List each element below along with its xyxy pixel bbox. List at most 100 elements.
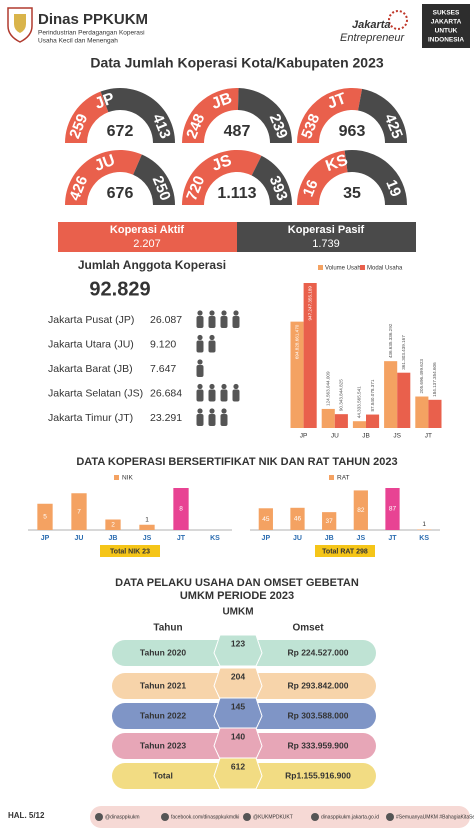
bar <box>321 408 335 428</box>
passive-box <box>237 222 416 252</box>
year-cell: Tahun 2022 <box>140 710 186 720</box>
slogan: JAKARTA <box>431 19 462 26</box>
legend-label: Modal Usaha <box>367 266 403 272</box>
value-label: 45 <box>262 516 270 523</box>
region-code: JB <box>209 90 234 113</box>
value-label: 361.303.439.167 <box>401 335 406 370</box>
cert-title: DATA KOPERASI BERSERTIFIKAT NIK DAN RAT … <box>76 456 397 468</box>
bar <box>384 361 398 428</box>
x-tick-label: KS <box>419 535 429 542</box>
legend-swatch <box>360 265 365 270</box>
x-tick-label: JB <box>362 433 370 440</box>
member-label: Jakarta Utara (JU) <box>48 338 134 350</box>
bar <box>290 507 305 530</box>
person-icon <box>209 383 215 390</box>
value-label: 1 <box>145 516 149 523</box>
value-label: 184.137.354.606 <box>432 362 437 397</box>
value-label: 87.840.078.371 <box>370 379 375 411</box>
umkm-title: UMKM PERIODE 2023 <box>180 590 294 602</box>
slogan: UNTUK <box>435 28 458 35</box>
region-code: JS <box>210 152 235 175</box>
x-tick-label: JT <box>425 433 432 440</box>
omset-cell: Rp 224.527.000 <box>288 647 349 657</box>
active-arc <box>297 87 363 143</box>
x-tick-label: JU <box>75 535 84 542</box>
member-label: Jakarta Pusat (JP) <box>48 314 134 326</box>
bar <box>173 488 189 530</box>
value-label: 87 <box>389 506 397 513</box>
value-label: 694.828.661.470 <box>294 324 299 359</box>
member-value: 23.291 <box>150 412 182 424</box>
total-value: 672 <box>107 123 134 140</box>
footer-link: @dinasppkukm <box>105 814 140 820</box>
bar <box>415 396 429 428</box>
omset-cell: Rp 303.588.000 <box>288 710 349 720</box>
legend-label: Volume Usaha <box>325 266 365 272</box>
value-label: 82 <box>357 507 365 514</box>
person-icon <box>220 316 228 328</box>
year-header: Tahun <box>153 623 182 634</box>
count-cell-text: 140 <box>231 731 245 741</box>
person-icon <box>209 408 215 414</box>
passive-arc <box>251 155 292 205</box>
total-label: Total RAT 298 <box>322 548 368 555</box>
count-cell-text: 204 <box>231 671 245 681</box>
omset-cell: Rp1.155.916.900 <box>285 770 351 780</box>
person-icon <box>196 365 204 377</box>
value-label: 46 <box>294 516 302 523</box>
active-value: 16 <box>300 177 322 199</box>
passive-arc <box>237 88 292 143</box>
legend-label: RAT <box>337 475 350 482</box>
bar <box>303 283 317 428</box>
person-icon <box>232 389 240 402</box>
bar <box>37 503 53 530</box>
active-arc <box>182 87 239 143</box>
slogan: INDONESIA <box>428 37 464 44</box>
bar <box>290 321 304 428</box>
footer-link: dinasppkukm.jakarta.go.id <box>321 814 379 820</box>
person-icon <box>233 383 239 390</box>
footer-link: #SemuanyaUMKM #BahagiaKitaSemua <box>396 814 474 820</box>
region-code: JP <box>93 90 118 113</box>
bar <box>428 399 442 428</box>
x-tick-label: JP <box>300 433 308 440</box>
org-sub: Usaha Kecil dan Menengah <box>38 38 118 45</box>
person-icon <box>220 389 228 402</box>
count-cell-text: 123 <box>231 638 245 648</box>
legend-label: NIK <box>122 475 134 482</box>
active-total: 2.207 <box>133 238 161 250</box>
org-sub: Perindustrian Perdagangan Koperasi <box>38 30 145 37</box>
active-label: Koperasi Aktif <box>110 224 185 236</box>
person-icon <box>197 383 203 390</box>
footer-icon <box>311 813 319 821</box>
person-icon <box>196 414 204 426</box>
total-value: 35 <box>343 185 361 202</box>
member-label: Jakarta Selatan (JS) <box>48 387 143 399</box>
active-arc <box>297 150 348 205</box>
org-name: Dinas PPKUKM <box>38 11 148 28</box>
person-icon <box>208 414 216 426</box>
footer-icon <box>161 813 169 821</box>
brand: Entrepreneur <box>340 32 406 44</box>
person-icon <box>221 310 227 316</box>
legend-swatch <box>114 475 119 480</box>
count-cell <box>213 757 263 790</box>
passive-arc <box>344 150 407 205</box>
active-box <box>58 222 237 252</box>
active-arc <box>65 91 109 143</box>
passive-arc <box>358 88 407 143</box>
total-value: 1.113 <box>217 185 256 202</box>
year-cell: Tahun 2023 <box>140 740 186 750</box>
active-arc <box>182 149 262 205</box>
member-label: Jakarta Timur (JT) <box>48 412 133 424</box>
bar <box>334 414 348 428</box>
passive-arc <box>100 88 175 143</box>
bar <box>366 414 380 428</box>
page-number: HAL. 5/12 <box>8 811 45 820</box>
total-value: 676 <box>107 185 134 202</box>
x-tick-label: JB <box>109 535 118 542</box>
passive-total: 1.739 <box>312 238 340 250</box>
footer-bar <box>90 806 470 828</box>
value-label: 37 <box>326 518 334 525</box>
legend-swatch <box>318 265 323 270</box>
